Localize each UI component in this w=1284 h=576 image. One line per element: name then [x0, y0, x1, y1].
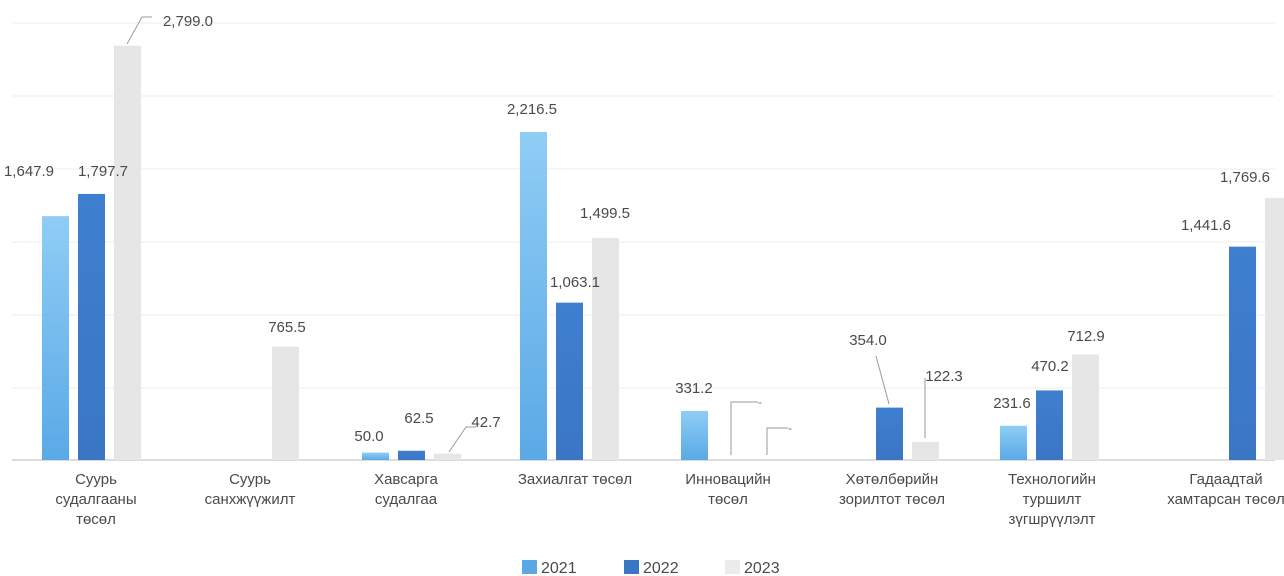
value-label-2021-cat-0: 1,647.9	[4, 163, 54, 180]
legend-label-2023: 2023	[744, 560, 780, 576]
bar-2022-cat-0	[78, 193, 105, 460]
value-label-2021-cat-6: 231.6	[993, 395, 1031, 412]
value-label-2022-cat-3: 1,063.1	[550, 274, 600, 291]
leader-2022-cat-4	[730, 401, 758, 455]
value-label-2023-cat-3: 1,499.5	[580, 205, 630, 222]
category-label-line: Гадаадтай	[1189, 471, 1262, 488]
bar-2023-cat-0	[114, 45, 141, 461]
value-label-2023-cat-2: 42.7	[471, 414, 500, 431]
category-label-3: Захиалгат төсөл	[518, 471, 632, 488]
bar-2021-cat-2	[362, 452, 389, 460]
legend-label-2021: 2021	[541, 560, 577, 576]
legend-swatch-2021	[522, 560, 537, 574]
bar-2021-cat-3	[520, 131, 547, 460]
value-label-2023-cat-4: -	[788, 421, 792, 435]
category-labels: Суурь судалгааны төсөл Суурь санхжүүжилт Хавс…	[55, 471, 1284, 528]
category-label-line: Инновацийн	[685, 471, 770, 488]
category-label-line: туршилт	[1023, 491, 1082, 508]
category-label-line: зүгшрүүлэлт	[1009, 511, 1096, 528]
bar-2022-cat-7	[1229, 246, 1256, 460]
bar-2022-cat-3	[556, 302, 583, 460]
value-label-2022-cat-5: 354.0	[849, 332, 887, 349]
category-label-line: Захиалгат төсөл	[518, 471, 632, 488]
category-label-1: Суурь санхжүүжилт	[205, 471, 296, 508]
value-label-2022-cat-0: 1,797.7	[78, 163, 128, 180]
category-label-line: судалгааны	[55, 491, 136, 508]
value-label-2022-cat-6: 470.2	[1031, 358, 1069, 375]
category-label-line: төсөл	[708, 491, 748, 508]
value-label-2023-cat-6: 712.9	[1067, 328, 1105, 345]
bar-2021-cat-4	[681, 410, 708, 460]
category-label-line: зорилтот төсөл	[839, 491, 945, 508]
bars	[42, 45, 1284, 461]
category-label-line: Хөтөлбөрийн	[846, 471, 939, 488]
bar-2022-cat-5	[876, 407, 903, 460]
legend-swatch-2023	[725, 560, 740, 574]
bar-2023-cat-6	[1072, 354, 1099, 460]
legend-item-2021: 2021	[522, 560, 577, 576]
category-label-7: Гадаадтай хамтарсан төсөл	[1167, 471, 1284, 508]
bar-2023-cat-7	[1265, 198, 1284, 461]
bar-2022-cat-6	[1036, 390, 1063, 460]
category-label-line: хамтарсан төсөл	[1167, 491, 1284, 508]
leader-2023-cat-0	[126, 16, 152, 45]
bar-2023-cat-2	[434, 453, 461, 460]
value-label-2023-cat-5: 122.3	[925, 368, 963, 385]
category-label-line: төсөл	[76, 511, 116, 528]
category-label-5: Хөтөлбөрийн зорилтот төсөл	[839, 471, 945, 508]
category-label-6: Технологийн туршилт зүгшрүүлэлт	[1008, 471, 1096, 528]
value-label-2021-cat-3: 2,216.5	[507, 101, 557, 118]
category-label-0: Суурь судалгааны төсөл	[55, 471, 136, 528]
value-label-2022-cat-7: 1,441.6	[1181, 217, 1231, 234]
bar-2022-cat-2	[398, 450, 425, 460]
bar-2023-cat-5	[912, 441, 939, 460]
category-label-line: Хавсарга	[374, 471, 438, 488]
legend-item-2023: 2023	[725, 560, 780, 576]
category-label-line: санхжүүжилт	[205, 491, 296, 508]
legend: 2021 2022 2023	[522, 560, 780, 576]
bar-2023-cat-3	[592, 238, 619, 460]
value-label-2022-cat-2: 62.5	[404, 410, 433, 427]
legend-label-2022: 2022	[643, 560, 679, 576]
value-label-2023-cat-7: 1,769.6	[1220, 169, 1270, 186]
value-label-2021-cat-4: 331.2	[675, 380, 713, 397]
legend-swatch-2022	[624, 560, 639, 574]
value-label-2023-cat-0: 2,799.0	[163, 13, 213, 30]
category-label-line: судалгаа	[375, 491, 438, 508]
leader-2022-cat-5	[875, 355, 890, 405]
value-label-2023-cat-1: 765.5	[268, 319, 306, 336]
leader-2023-cat-2	[448, 426, 476, 453]
category-label-line: Суурь	[75, 471, 117, 488]
category-label-line: Суурь	[229, 471, 271, 488]
value-labels: 1,647.9 50.0 2,216.5 331.2 231.6 1,797.7 62.5 1…	[4, 13, 1270, 445]
bar-2021-cat-0	[42, 216, 69, 460]
legend-item-2022: 2022	[624, 560, 679, 576]
bar-2021-cat-6	[1000, 425, 1027, 460]
value-label-2022-cat-4: -	[758, 395, 762, 409]
grid-lines	[12, 22, 1275, 461]
leader-2023-cat-4	[766, 427, 788, 455]
label-leaders	[126, 16, 926, 455]
category-label-2: Хавсарга судалгаа	[374, 471, 438, 508]
category-label-line: Технологийн	[1008, 471, 1096, 488]
bar-2023-cat-1	[272, 346, 299, 460]
category-label-4: Инновацийн төсөл	[685, 471, 770, 508]
value-label-2021-cat-2: 50.0	[354, 428, 383, 445]
